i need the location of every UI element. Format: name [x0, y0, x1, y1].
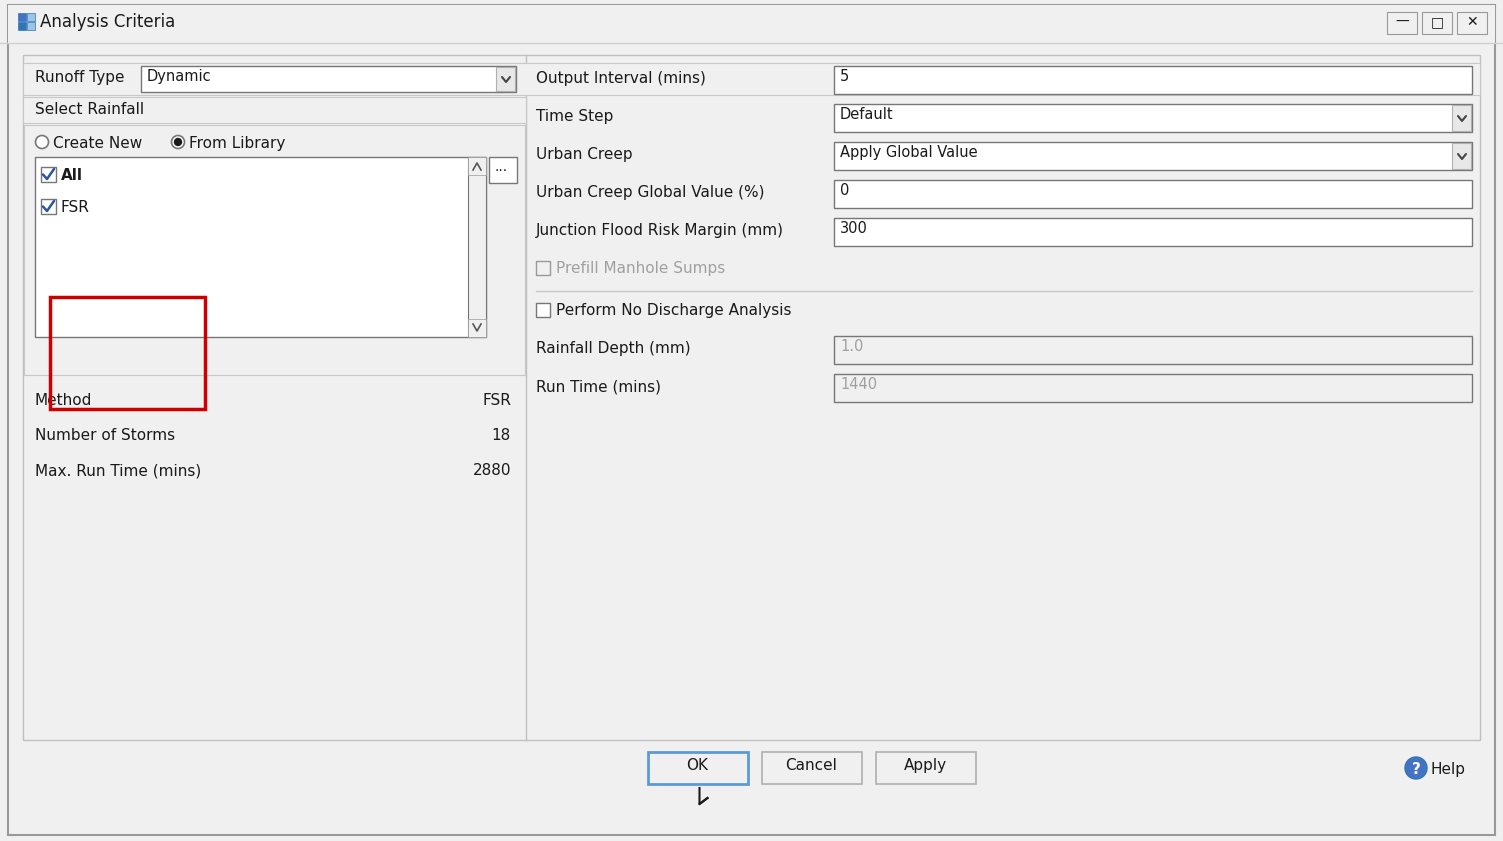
Text: Method: Method: [35, 393, 92, 408]
Text: 18: 18: [491, 428, 511, 443]
Bar: [1452, 105, 1471, 131]
Bar: [537, 261, 550, 275]
Bar: [834, 142, 1471, 170]
Text: Urban Creep: Urban Creep: [537, 147, 633, 162]
Bar: [23, 63, 1480, 95]
Text: Junction Flood Risk Margin (mm): Junction Flood Risk Margin (mm): [537, 223, 785, 238]
Text: Number of Storms: Number of Storms: [35, 428, 176, 443]
Bar: [537, 303, 550, 317]
Bar: [35, 157, 485, 337]
Text: Rainfall Depth (mm): Rainfall Depth (mm): [537, 341, 690, 356]
Circle shape: [36, 135, 48, 149]
Text: Help: Help: [1431, 762, 1465, 777]
Bar: [834, 336, 1471, 364]
Text: Select Rainfall: Select Rainfall: [35, 102, 144, 117]
Text: Prefill Manhole Sumps: Prefill Manhole Sumps: [556, 261, 726, 276]
Bar: [18, 13, 26, 21]
Text: Urban Creep Global Value (%): Urban Creep Global Value (%): [537, 185, 765, 200]
Bar: [41, 167, 56, 182]
Text: 1440: 1440: [840, 377, 878, 392]
Text: 300: 300: [840, 221, 867, 236]
Bar: [467, 319, 485, 337]
Bar: [876, 752, 975, 784]
Bar: [141, 66, 516, 92]
Text: Perform No Discharge Analysis: Perform No Discharge Analysis: [556, 303, 792, 318]
Text: OK: OK: [687, 758, 708, 773]
Text: ?: ?: [1411, 762, 1420, 777]
Text: ✕: ✕: [1467, 15, 1477, 29]
Text: Time Step: Time Step: [537, 109, 613, 124]
Text: Apply Global Value: Apply Global Value: [840, 145, 977, 160]
Bar: [648, 752, 747, 784]
Bar: [1452, 143, 1471, 169]
Text: Run Time (mins): Run Time (mins): [537, 379, 661, 394]
Text: Cancel: Cancel: [786, 758, 837, 773]
Text: Max. Run Time (mins): Max. Run Time (mins): [35, 463, 201, 478]
Circle shape: [171, 135, 185, 149]
Text: Runoff Type: Runoff Type: [35, 70, 125, 85]
Text: —: —: [1395, 15, 1408, 29]
Bar: [8, 5, 1495, 43]
Bar: [496, 67, 516, 91]
Text: Dynamic: Dynamic: [147, 69, 212, 84]
Text: Default: Default: [840, 107, 894, 122]
Text: ...: ...: [494, 160, 508, 174]
Bar: [1387, 12, 1417, 34]
Bar: [1456, 12, 1486, 34]
Bar: [762, 752, 861, 784]
Text: Create New: Create New: [53, 136, 143, 151]
Bar: [834, 180, 1471, 208]
Circle shape: [1405, 757, 1426, 779]
Text: Apply: Apply: [903, 758, 947, 773]
Bar: [23, 97, 526, 123]
Bar: [488, 157, 517, 183]
Text: FSR: FSR: [62, 200, 90, 215]
Bar: [23, 55, 1480, 740]
Bar: [834, 374, 1471, 402]
Bar: [1422, 12, 1452, 34]
Text: 5: 5: [840, 69, 849, 84]
Bar: [18, 22, 26, 30]
Text: All: All: [62, 168, 83, 183]
Text: From Library: From Library: [189, 136, 286, 151]
Text: FSR: FSR: [482, 393, 511, 408]
Bar: [27, 13, 35, 21]
Circle shape: [174, 139, 182, 145]
Text: Output Interval (mins): Output Interval (mins): [537, 71, 706, 86]
Bar: [50, 297, 204, 409]
Bar: [834, 66, 1471, 94]
Bar: [834, 218, 1471, 246]
Bar: [41, 199, 56, 214]
Bar: [834, 104, 1471, 132]
Bar: [24, 125, 525, 375]
Bar: [27, 22, 35, 30]
Text: □: □: [1431, 15, 1443, 29]
Bar: [467, 157, 485, 175]
Text: 1.0: 1.0: [840, 339, 863, 354]
Text: 2880: 2880: [472, 463, 511, 478]
Text: Analysis Criteria: Analysis Criteria: [41, 13, 176, 31]
Bar: [467, 157, 485, 337]
Text: 0: 0: [840, 183, 849, 198]
